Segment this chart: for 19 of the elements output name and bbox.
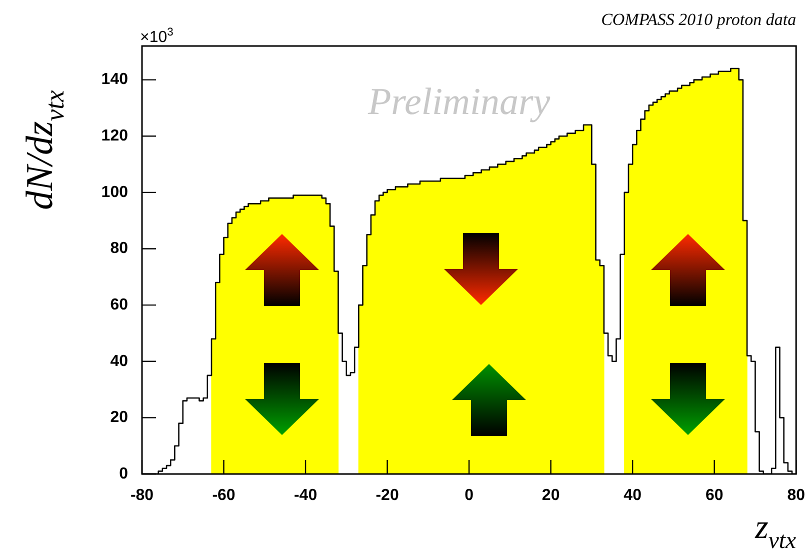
y-tick-label: 60	[110, 296, 128, 314]
y-tick-label: 100	[101, 184, 128, 201]
chart-title: COMPASS 2010 proton data	[601, 10, 796, 29]
y-tick-label: 0	[119, 465, 128, 482]
y-tick-label: 20	[110, 409, 128, 426]
x-tick-label: 20	[542, 487, 560, 504]
x-tick-label: 80	[787, 487, 806, 504]
x-tick-label: 0	[464, 487, 474, 504]
x-tick-label: -60	[212, 487, 236, 504]
y-tick-label: 140	[101, 71, 128, 88]
y-tick-label: 80	[110, 240, 128, 258]
x-tick-label: -20	[376, 487, 399, 504]
y-axis-title: dN/dzvtx	[19, 90, 70, 210]
y-tick-label: 40	[110, 352, 128, 370]
x-tick-label: -40	[294, 487, 318, 504]
y-tick-label: 120	[101, 128, 128, 145]
x-tick-label: 60	[705, 487, 724, 504]
x-tick-label: 40	[624, 487, 642, 504]
x-tick-label: -80	[130, 487, 154, 504]
